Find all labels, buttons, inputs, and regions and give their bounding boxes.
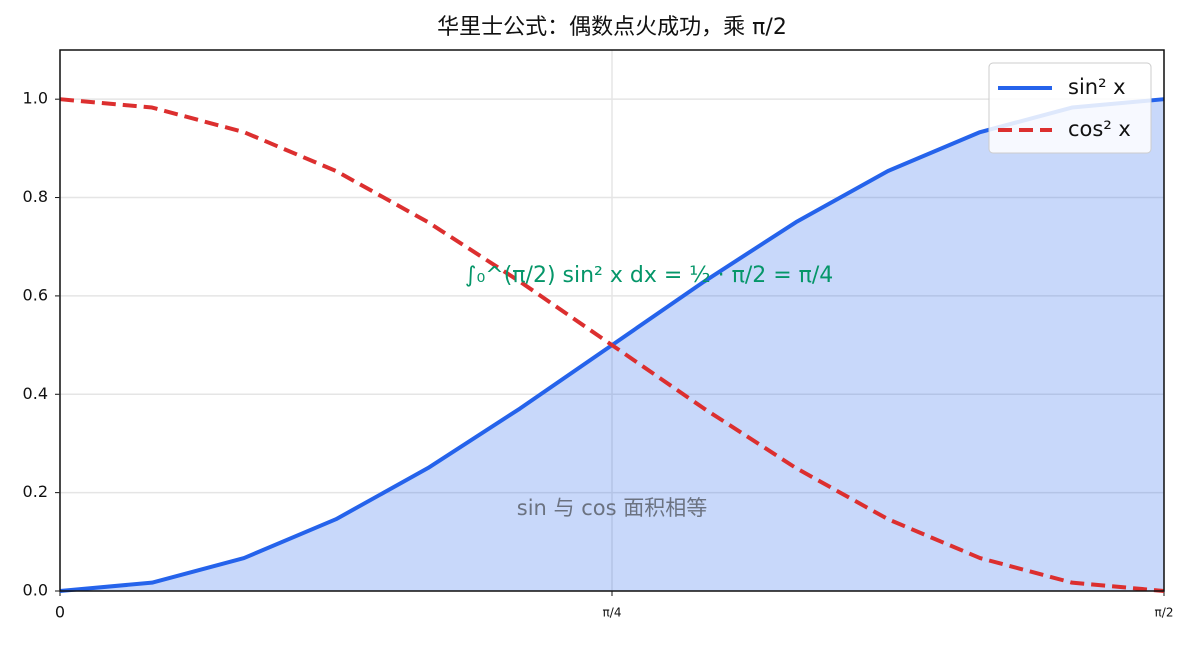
x-tick-label: 0	[55, 603, 65, 622]
y-tick-label: 0.0	[23, 581, 48, 600]
line	[59, 97, 1165, 593]
x-tick-label: π/4	[603, 606, 622, 620]
y-tick-label: 0.8	[23, 187, 48, 206]
plot-frame	[59, 49, 1165, 592]
y-tick-label: 1.0	[23, 89, 48, 108]
annotation: sin 与 cos 面积相等	[517, 496, 707, 520]
annotation: ∫₀^(π/2) sin² x dx = ½ · π/2 = π/4	[465, 263, 833, 288]
x-tick-label: π/2	[1155, 606, 1174, 620]
y-tick-label: 0.4	[23, 384, 48, 403]
legend-label: sin² x	[1068, 75, 1126, 99]
y-tick-label: 0.2	[23, 482, 48, 501]
chart-title: 华里士公式：偶数点火成功，乘 π/2	[437, 15, 787, 40]
y-tick-label: 0.6	[23, 285, 48, 304]
legend-label: cos² x	[1068, 117, 1131, 141]
